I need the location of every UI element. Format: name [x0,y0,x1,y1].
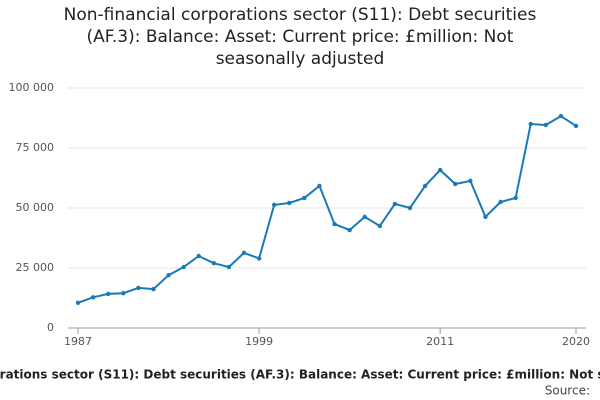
point [75,300,81,305]
point [347,227,352,233]
point [392,201,398,207]
point [256,256,262,261]
point [287,200,292,206]
point [181,264,186,270]
x-tick-label: 1987 [64,335,92,348]
y-tick-label: 25 000 [16,261,55,274]
point [407,205,413,211]
point [558,113,564,119]
y-tick-label: 0 [47,321,54,334]
point [498,199,503,205]
point [196,253,201,259]
x-tick-label: 2020 [562,335,590,348]
point [483,214,488,220]
point [453,181,458,187]
x-tick-label: 1999 [245,335,273,348]
y-tick-label: 75 000 [16,141,55,154]
source: Source: [545,384,590,398]
point [211,261,217,266]
point [362,214,367,220]
point [422,183,428,189]
point [543,122,549,128]
point [151,286,156,292]
y-tick-label: 50 000 [16,201,55,214]
point [136,285,141,291]
point [241,250,247,256]
chart-title: Non-financial corporations sector (S11):… [63,5,537,69]
point [302,195,307,201]
point [105,291,111,297]
series-line [77,114,577,304]
point [468,178,473,184]
title-box: Non-financial corporations sector (S11):… [63,5,537,69]
x-tick-label: 2011 [426,335,454,348]
point [573,123,579,129]
y-tick-label: 100 000 [9,81,55,94]
point [226,264,232,270]
point [437,167,443,173]
point [317,183,322,189]
point [166,273,171,278]
point [528,121,533,127]
point [513,195,518,201]
footer: Non-financial corporations sector (S11):… [0,368,600,382]
point [271,202,277,208]
point [90,295,96,300]
point [332,221,337,227]
point [377,223,383,229]
point [121,291,126,296]
